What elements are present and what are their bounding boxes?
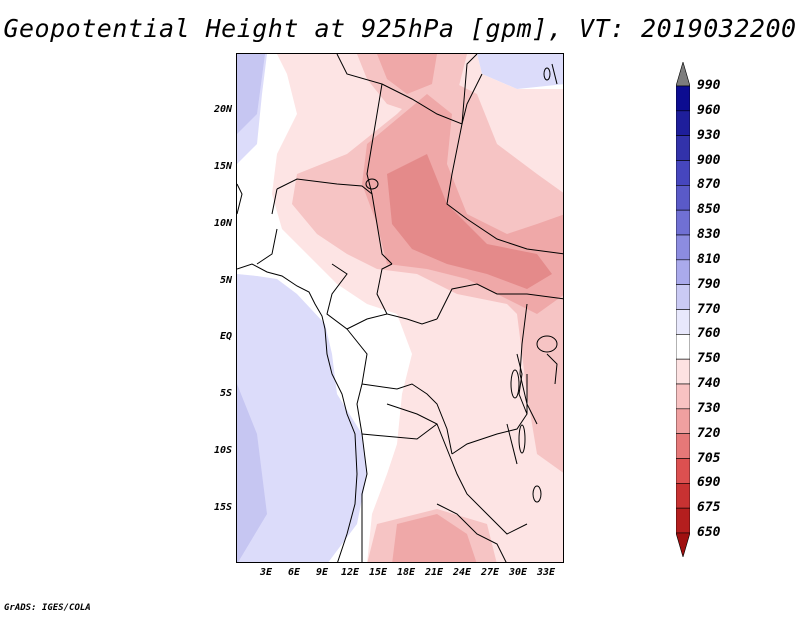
- ocean-deep-north: [237, 54, 265, 134]
- height-contour-730-south: [392, 514, 477, 562]
- colorbar-segment: [676, 334, 690, 360]
- map-svg: [237, 54, 563, 562]
- lat-label-eq: EQ: [219, 331, 232, 342]
- colorbar-segment: [676, 408, 690, 434]
- colorbar: [676, 62, 690, 557]
- lon-label-3e: 3E: [259, 567, 273, 578]
- colorbar-level-label: 650: [697, 525, 721, 540]
- colorbar-segment: [676, 234, 690, 261]
- colorbar-segment: [676, 284, 690, 310]
- colorbar-segment: [676, 358, 690, 385]
- coastline: [237, 183, 558, 562]
- credit-text: GrADS: IGES/COLA: [4, 603, 91, 613]
- country-borders: [256, 54, 563, 562]
- colorbar-level-label: 690: [697, 475, 721, 491]
- colorbar-segment: [676, 185, 690, 211]
- colorbar-level-label: 675: [697, 500, 721, 516]
- lat-label-5n: 5N: [219, 275, 232, 286]
- colorbar-level-label: 770: [697, 301, 721, 317]
- lon-label-27e: 27E: [480, 567, 500, 578]
- lon-label-24e: 24E: [452, 567, 472, 578]
- colorbar-top-triangle: [676, 62, 690, 87]
- colorbar-segment: [676, 309, 690, 335]
- chart-title: Geopotential Height at 925hPa [gpm], VT:…: [3, 14, 797, 43]
- lat-label-5s: 5S: [219, 388, 232, 399]
- colorbar-level-label: 870: [697, 177, 721, 193]
- colorbar-level-label: 990: [697, 78, 721, 93]
- ocean-north-east: [477, 54, 563, 89]
- colorbar-segment: [676, 110, 690, 136]
- colorbar-segment: [676, 383, 690, 410]
- lon-label-30e: 30E: [508, 567, 528, 578]
- colorbar-segment: [676, 507, 690, 534]
- lat-label-10s: 10S: [213, 445, 232, 456]
- lon-label-9e: 9E: [315, 567, 329, 578]
- colorbar-level-label: 750: [697, 351, 721, 367]
- colorbar-segment: [676, 209, 690, 236]
- colorbar-level-label: 740: [697, 376, 721, 391]
- colorbar-bottom-triangle: [676, 532, 690, 557]
- colorbar-level-label: 900: [697, 152, 721, 168]
- colorbar-segment: [676, 160, 690, 186]
- map-panel: [236, 53, 564, 563]
- colorbar-segment: [676, 483, 690, 509]
- lat-label-15n: 15N: [213, 161, 232, 172]
- colorbar-segment: [676, 433, 690, 459]
- colorbar-level-label: 790: [697, 276, 721, 292]
- height-contour-720: [387, 154, 552, 289]
- height-contour-730-north: [377, 54, 437, 94]
- colorbar-level-label: 830: [697, 227, 721, 242]
- colorbar-level-label: 810: [697, 251, 721, 267]
- lon-label-12e: 12E: [340, 567, 360, 578]
- lon-label-6e: 6E: [287, 567, 301, 578]
- lon-label-21e: 21E: [424, 567, 444, 578]
- height-contour-740-east: [517, 304, 563, 473]
- ocean-deep-south: [237, 384, 267, 562]
- colorbar-level-label: 930: [697, 127, 721, 143]
- colorbar-level-label: 730: [697, 400, 721, 416]
- colorbar-segments: [676, 62, 690, 557]
- lat-label-15s: 15S: [213, 502, 232, 513]
- lakes: [365, 67, 558, 503]
- colorbar-level-label: 760: [697, 326, 721, 342]
- lon-label-15e: 15E: [368, 567, 388, 578]
- colorbar-level-label: 720: [697, 425, 721, 441]
- lon-label-18e: 18E: [396, 567, 416, 578]
- colorbar-level-label: 850: [697, 202, 721, 218]
- lat-label-20n: 20N: [213, 104, 232, 115]
- lon-label-33e: 33E: [536, 567, 556, 578]
- colorbar-segment: [676, 85, 690, 112]
- colorbar-segment: [676, 259, 690, 285]
- colorbar-level-label: 705: [697, 450, 721, 466]
- colorbar-level-label: 960: [697, 102, 721, 118]
- colorbar-segment: [676, 458, 690, 484]
- lat-label-10n: 10N: [213, 218, 232, 229]
- colorbar-segment: [676, 135, 690, 161]
